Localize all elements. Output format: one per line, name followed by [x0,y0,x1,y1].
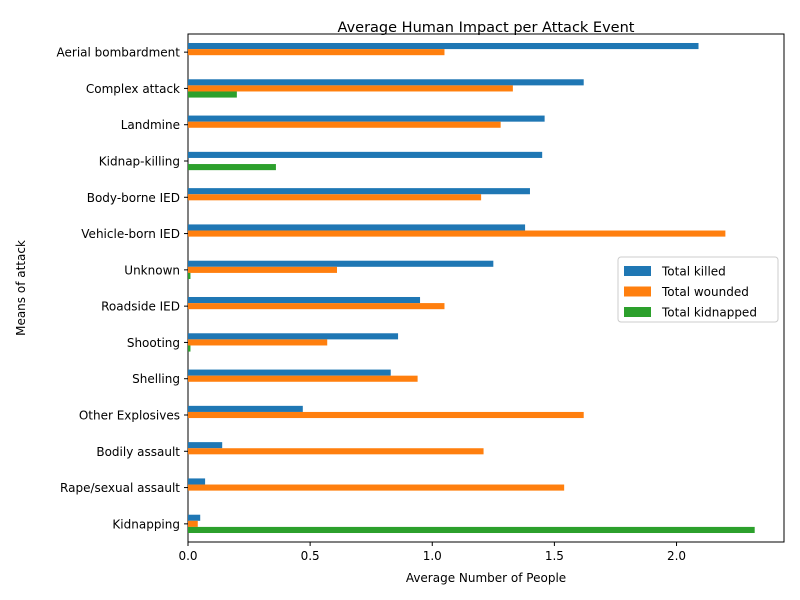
y-tick-label: Rape/sexual assault [60,481,180,495]
bar-total-killed-0 [188,42,699,50]
legend-swatch [624,266,651,276]
bar-total-killed-1 [188,79,584,86]
x-tick-label: 0.0 [178,549,197,563]
bar-total-wounded-11 [188,448,484,455]
x-axis-label: Average Number of People [406,571,566,585]
bar-total-wounded-13 [188,520,198,527]
y-tick-label: Kidnapping [112,517,180,531]
bar-total-killed-5 [188,224,526,231]
y-tick-label: Landmine [121,118,180,132]
bar-total-killed-10 [188,405,303,412]
bar-total-killed-12 [188,478,206,485]
y-axis-ticks: Aerial bombardment Complex attack Landmine… [57,46,188,531]
legend-swatch [624,286,651,297]
bar-total-wounded-5 [188,230,726,237]
y-tick-label: Shelling [132,372,180,386]
y-tick-label: Bodily assault [96,445,180,459]
bar-total-killed-4 [188,188,530,195]
y-tick-label: Vehicle-born IED [81,227,180,241]
x-tick-label: 1.0 [423,549,442,563]
bar-total-wounded-7 [188,303,445,310]
bar-total-wounded-8 [188,339,328,346]
bar-total-kidnapped-8 [188,345,191,352]
y-tick-label: Kidnap-killing [99,155,180,169]
bar-total-kidnapped-6 [188,272,191,280]
y-tick-label: Unknown [124,263,180,277]
legend-label: Total kidnapped [661,306,757,320]
chart-title: Average Human Impact per Attack Event [338,20,635,36]
y-tick-label: Aerial bombardment [57,46,181,60]
bar-total-wounded-12 [188,484,565,491]
bar-total-wounded-6 [188,266,337,273]
bar-total-killed-7 [188,296,421,304]
x-tick-label: 1.5 [545,549,564,563]
bar-total-kidnapped-3 [188,164,276,171]
bar-total-wounded-4 [188,194,482,201]
bar-total-killed-3 [188,151,543,158]
legend-box [617,256,779,323]
plot-frame [187,33,785,543]
legend-label: Total wounded [661,285,749,299]
bar-total-kidnapped-13 [188,526,755,534]
legend-swatch [624,307,651,317]
bar-total-wounded-2 [188,121,501,128]
legend-label: Total killed [661,265,726,279]
bar-total-killed-6 [188,260,494,267]
y-tick-label: Body-borne IED [87,191,180,205]
bar-total-killed-9 [188,369,391,376]
bar-total-killed-8 [188,333,399,340]
x-axis-ticks: 0.0 0.5 1.0 1.5 2.0 [178,542,686,563]
bar-total-killed-2 [188,115,545,122]
bar-total-wounded-0 [188,49,445,56]
bar-total-wounded-9 [188,375,418,382]
legend: Total killed Total wounded Total kidnapped [617,256,779,323]
bar-total-killed-13 [188,514,201,521]
y-tick-label: Other Explosives [79,409,180,423]
x-tick-label: 0.5 [301,549,320,563]
y-tick-label: Shooting [127,336,180,350]
bar-total-wounded-1 [188,85,513,92]
y-tick-label: Roadside IED [101,300,180,314]
bar-total-killed-11 [188,442,223,449]
y-axis-label: Means of attack [14,240,28,336]
bar-total-kidnapped-1 [188,91,237,98]
x-tick-label: 2.0 [667,549,686,563]
bar-total-wounded-10 [188,411,584,419]
y-tick-label: Complex attack [86,82,180,96]
bars-layer [188,42,755,534]
